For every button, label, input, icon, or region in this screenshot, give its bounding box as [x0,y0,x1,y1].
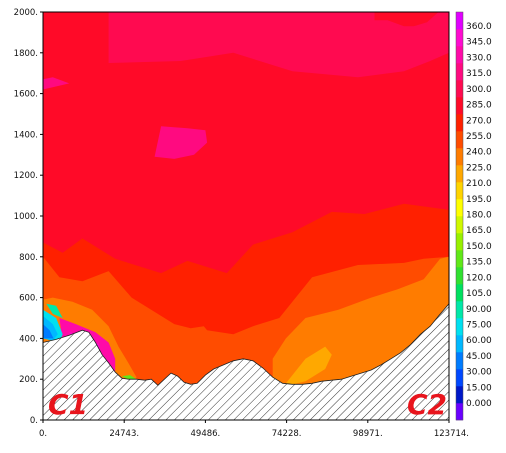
colorbar-tick-label: 15.00 [466,383,492,393]
y-tick-label: 400. [19,334,38,344]
colorbar-tick-label: 360.0 [466,22,492,32]
colorbar-tick-label: 135.0 [466,258,492,268]
colorbar-tick-label: 345.0 [466,38,492,48]
colorbar-cell [456,318,463,336]
colorbar-cell [456,97,463,115]
y-tick-label: 1800. [14,49,38,59]
y-tick-label: 0. [30,416,38,426]
y-tick-label: 600. [19,294,38,304]
colorbar-cell [456,403,463,421]
y-tick-label: 2000. [14,8,38,18]
colorbar-tick-label: 45.00 [466,352,492,362]
y-tick-label: 1000. [14,212,38,222]
colorbar-cell [456,131,463,149]
x-tick-label: 98971. [353,429,383,439]
colorbar-tick-label: 60.00 [466,336,492,346]
colorbar-cell [456,12,463,30]
colorbar-tick-label: 180.0 [466,211,492,221]
contour-region-15 [43,324,54,339]
colorbar-tick-label: 105.0 [466,289,492,299]
colorbar-tick-label: 300.0 [466,85,492,95]
x-tick-label: 49486. [191,429,221,439]
colorbar: 0.000 15.00 30.00 45.00 60.00 75.00 90.00 105.0… [455,11,492,421]
colorbar-frame [455,11,464,421]
colorbar-tick-label: 330.0 [466,53,492,63]
colorbar-tick-label: 225.0 [466,163,492,173]
colorbar-tick-label: 75.00 [466,320,492,330]
contour-region-8 [285,346,332,386]
y-axis: 0. 200. 400. 600. 800. 1000. 1200. 1400. 1600. 18… [14,8,43,426]
contour-region-2 [108,12,449,78]
colorbar-cell [456,369,463,387]
colorbar-tick-label: 165.0 [466,226,492,236]
colorbar-cell [456,29,463,47]
x-tick-label: 0. [39,429,47,439]
contour-region-12 [46,303,63,318]
x-tick-label: 123714. [434,429,469,439]
colorbar-cell [456,199,463,217]
y-tick-label: 1400. [14,130,38,140]
colorbar-cell [456,352,463,370]
colorbar-cell [456,46,463,64]
y-tick-label: 800. [19,253,38,263]
colorbar-tick-label: 0.000 [466,399,492,409]
colorbar-cell [456,284,463,302]
y-tick-label: 1600. [14,90,38,100]
terrain-hatch [43,303,449,420]
colorbar-cell [456,335,463,353]
colorbar-tick-label: 270.0 [466,116,492,126]
colorbar-tick-label: 90.00 [466,305,492,315]
y-tick-label: 1200. [14,171,38,181]
x-tick-label: 74228. [272,429,302,439]
colorbar-cell [456,80,463,98]
colorbar-cell [456,250,463,268]
colorbar-tick-label: 30.00 [466,368,492,378]
colorbar-cell [456,165,463,183]
colorbar-tick-label: 315.0 [466,69,492,79]
colorbar-cell [456,216,463,234]
colorbar-cell [456,267,463,285]
colorbar-cell [456,386,463,404]
colorbar-tick-label: 210.0 [466,179,492,189]
colorbar-tick-label: 120.0 [466,273,492,283]
colorbar-tick-label: 240.0 [466,148,492,158]
contour-region-6 [75,277,116,300]
contour-region-3 [154,126,208,159]
x-tick-label: 24743. [109,429,139,439]
colorbar-cell [456,63,463,81]
colorbar-cell [456,233,463,251]
contour-region-4 [43,77,70,90]
x-axis: 0. 24743. 49486. 74228. 98971. 123714. [39,420,469,439]
y-tick-label: 200. [19,375,38,385]
colorbar-cell [456,148,463,166]
annotation-c2: C2 [407,388,447,421]
plot-area [42,11,450,421]
colorbar-cell [456,114,463,132]
colorbar-cell [456,182,463,200]
colorbar-tick-label: 195.0 [466,195,492,205]
annotation-c1: C1 [48,388,88,421]
colorbar-tick-label: 255.0 [466,132,492,142]
colorbar-tick-label: 150.0 [466,242,492,252]
colorbar-cell [456,301,463,319]
contour-region-1 [43,12,449,274]
colorbar-tick-label: 285.0 [466,101,492,111]
